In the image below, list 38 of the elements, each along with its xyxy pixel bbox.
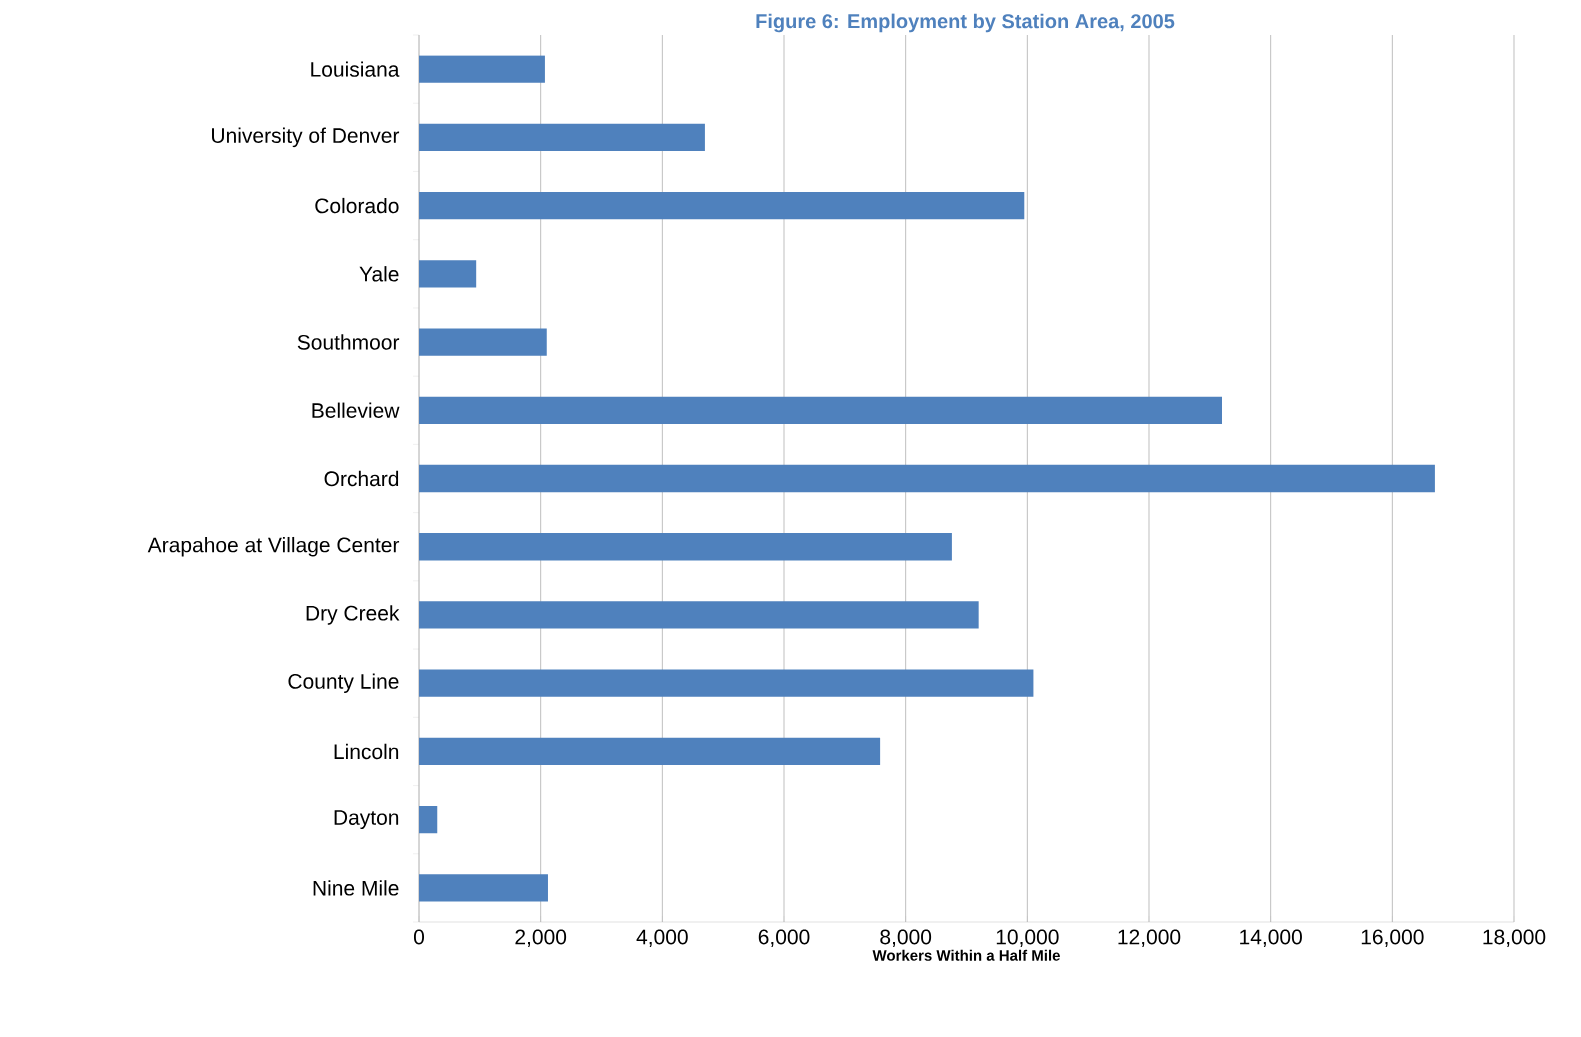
bar — [419, 533, 952, 561]
y-tick-label: Belleview — [312, 402, 400, 418]
x-tick-label: 10,000 — [996, 929, 1059, 947]
x-tick-label: 8,000 — [880, 929, 932, 947]
y-tick-label: Southmoor — [297, 334, 400, 350]
x-tick-label: 0 — [413, 929, 425, 945]
bar — [419, 737, 881, 766]
y-tick-label: Dayton — [334, 810, 399, 830]
bar — [419, 55, 545, 83]
y-tick-label: Colorado — [315, 197, 399, 214]
x-tick-label: 18,000 — [1483, 929, 1546, 947]
y-tick-label: Dry Creek — [306, 605, 400, 625]
bar — [419, 191, 1025, 220]
bar — [419, 123, 705, 151]
x-tick-label: 14,000 — [1240, 929, 1302, 947]
chart-title: Figure 6: Employment by Station Area, 2005 — [756, 13, 1175, 33]
y-tick-label: Orchard — [324, 470, 399, 487]
y-tick-label: Lincoln — [334, 743, 399, 760]
x-axis-title: Workers Within a Half Mile — [872, 949, 1060, 961]
bar — [419, 396, 1222, 424]
bar — [419, 328, 547, 356]
bar — [419, 260, 477, 288]
y-tick-label: Arapahoe at Village Center — [147, 536, 400, 557]
x-tick-label: 16,000 — [1361, 929, 1424, 947]
x-tick-label: 2,000 — [515, 929, 567, 947]
bar — [419, 601, 979, 629]
y-tick-label: County Line — [288, 673, 399, 693]
x-tick-label: 6,000 — [758, 929, 810, 947]
y-tick-label: University of Denver — [212, 127, 400, 148]
y-tick-label: Yale — [359, 266, 399, 282]
bar — [419, 806, 438, 834]
y-tick-label: Nine Mile — [313, 880, 399, 896]
bar — [419, 874, 548, 902]
x-tick-label: 4,000 — [636, 929, 688, 947]
bar — [419, 464, 1435, 493]
x-tick-label: 12,000 — [1118, 929, 1181, 947]
bar — [419, 669, 1034, 697]
y-tick-label: Louisiana — [311, 61, 400, 77]
